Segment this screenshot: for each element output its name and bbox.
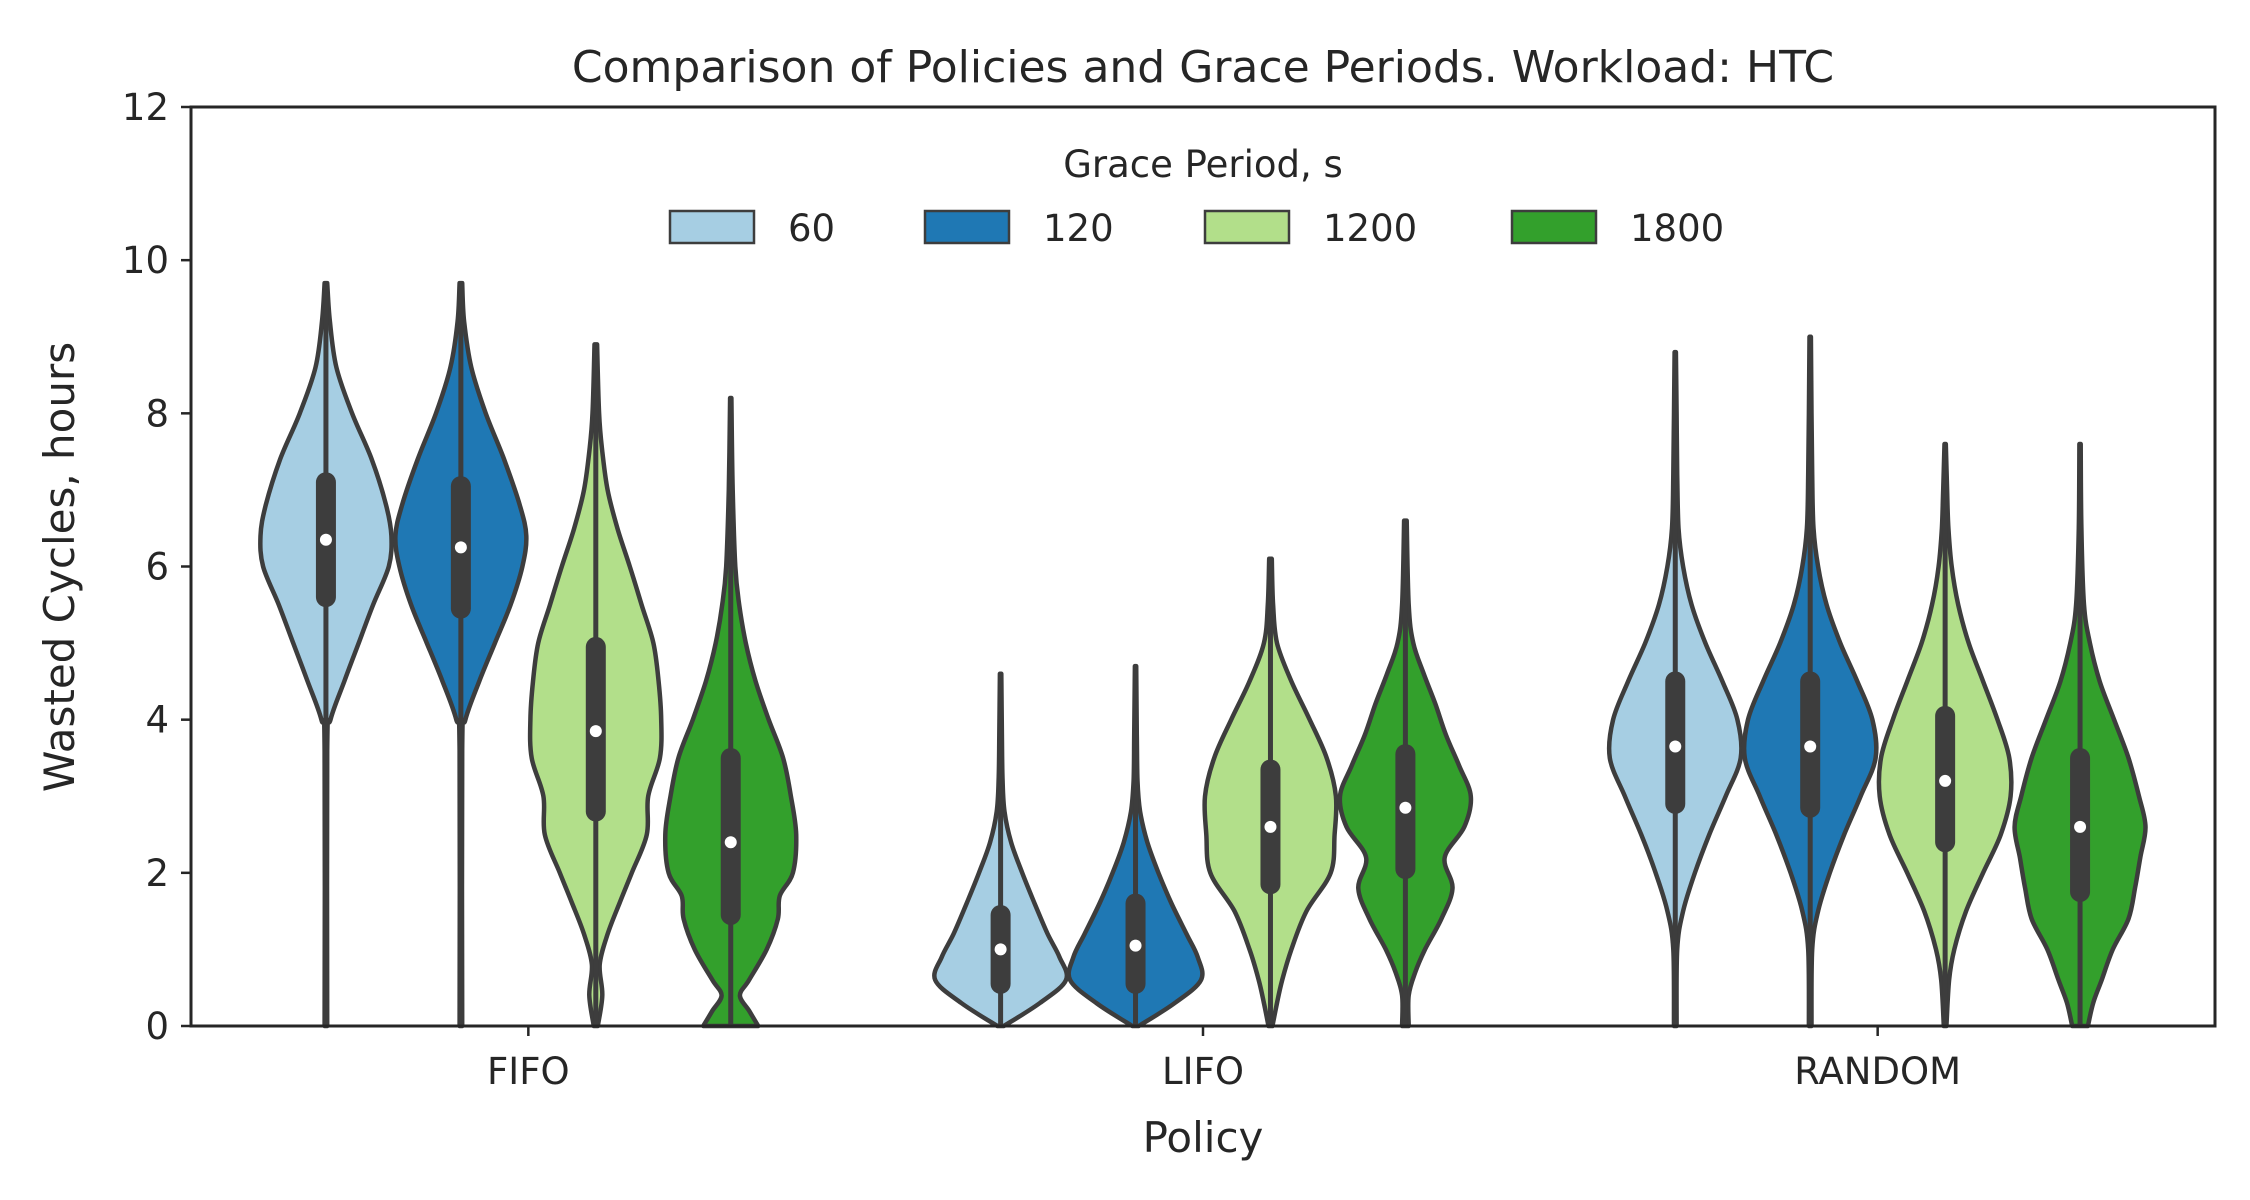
chart-title: Comparison of Policies and Grace Periods… (572, 42, 1834, 93)
legend-entry-120: 120 (923, 207, 1114, 250)
legend-swatch (1510, 209, 1598, 245)
legend-entry-60: 60 (668, 207, 835, 250)
violin-lifo-60 (932, 671, 1070, 1029)
violin-fifo-120 (393, 280, 529, 1029)
x-tick-label: RANDOM (1794, 1050, 1961, 1093)
legend-swatch (668, 209, 756, 245)
legend-label: 60 (788, 207, 835, 250)
violin-median-point (1669, 740, 1682, 753)
violin-median-point (1804, 740, 1817, 753)
violin-fifo-1800 (662, 395, 799, 1029)
y-tick-label: 12 (122, 86, 169, 129)
violin-median-point (1264, 820, 1277, 833)
legend-label: 120 (1043, 207, 1114, 250)
violin-median-point (1129, 939, 1142, 952)
violin-random-1800 (2012, 441, 2148, 1029)
violin-median-point (2074, 820, 2087, 833)
violin-lifo-1800 (1337, 518, 1474, 1029)
violin-lifo-1200 (1202, 556, 1339, 1029)
x-tick-label: LIFO (1162, 1050, 1244, 1093)
violin-random-60 (1606, 349, 1744, 1029)
y-tick-label: 2 (145, 852, 169, 895)
x-axis-label: Policy (1143, 1113, 1264, 1162)
violin-median-point (589, 725, 602, 738)
legend-label: 1800 (1630, 207, 1724, 250)
axes-layer: 0 2 4 6 8 10 12 FIFO LIFO RANDOM (122, 86, 2217, 1093)
y-tick-label: 4 (145, 699, 169, 742)
legend: Grace Period, s 60 120 1200 1800 (668, 143, 1724, 250)
violin-lifo-120 (1066, 663, 1205, 1029)
y-tick-label: 0 (145, 1005, 169, 1048)
violin-random-1200 (1876, 441, 2014, 1029)
violin-random-120 (1741, 334, 1879, 1029)
legend-label: 1200 (1323, 207, 1417, 250)
y-tick-label: 10 (122, 239, 169, 282)
violins-layer (258, 280, 2148, 1029)
legend-entry-1200: 1200 (1203, 207, 1417, 250)
violin-median-point (724, 836, 737, 849)
legend-title: Grace Period, s (1063, 143, 1343, 186)
legend-swatch (1203, 209, 1291, 245)
violin-median-point (454, 541, 467, 554)
violin-median-point (1939, 774, 1952, 787)
violin-fifo-60 (258, 280, 394, 1029)
y-tick-label: 8 (145, 392, 169, 435)
legend-swatch (923, 209, 1011, 245)
violin-median-point (319, 533, 332, 546)
y-axis-label: Wasted Cycles, hours (35, 342, 84, 792)
violin-median-point (994, 943, 1007, 956)
violin-fifo-1200 (527, 342, 664, 1029)
x-tick-label: FIFO (487, 1050, 570, 1093)
violin-median-point (1399, 801, 1412, 814)
legend-entry-1800: 1800 (1510, 207, 1724, 250)
y-tick-label: 6 (145, 546, 169, 589)
